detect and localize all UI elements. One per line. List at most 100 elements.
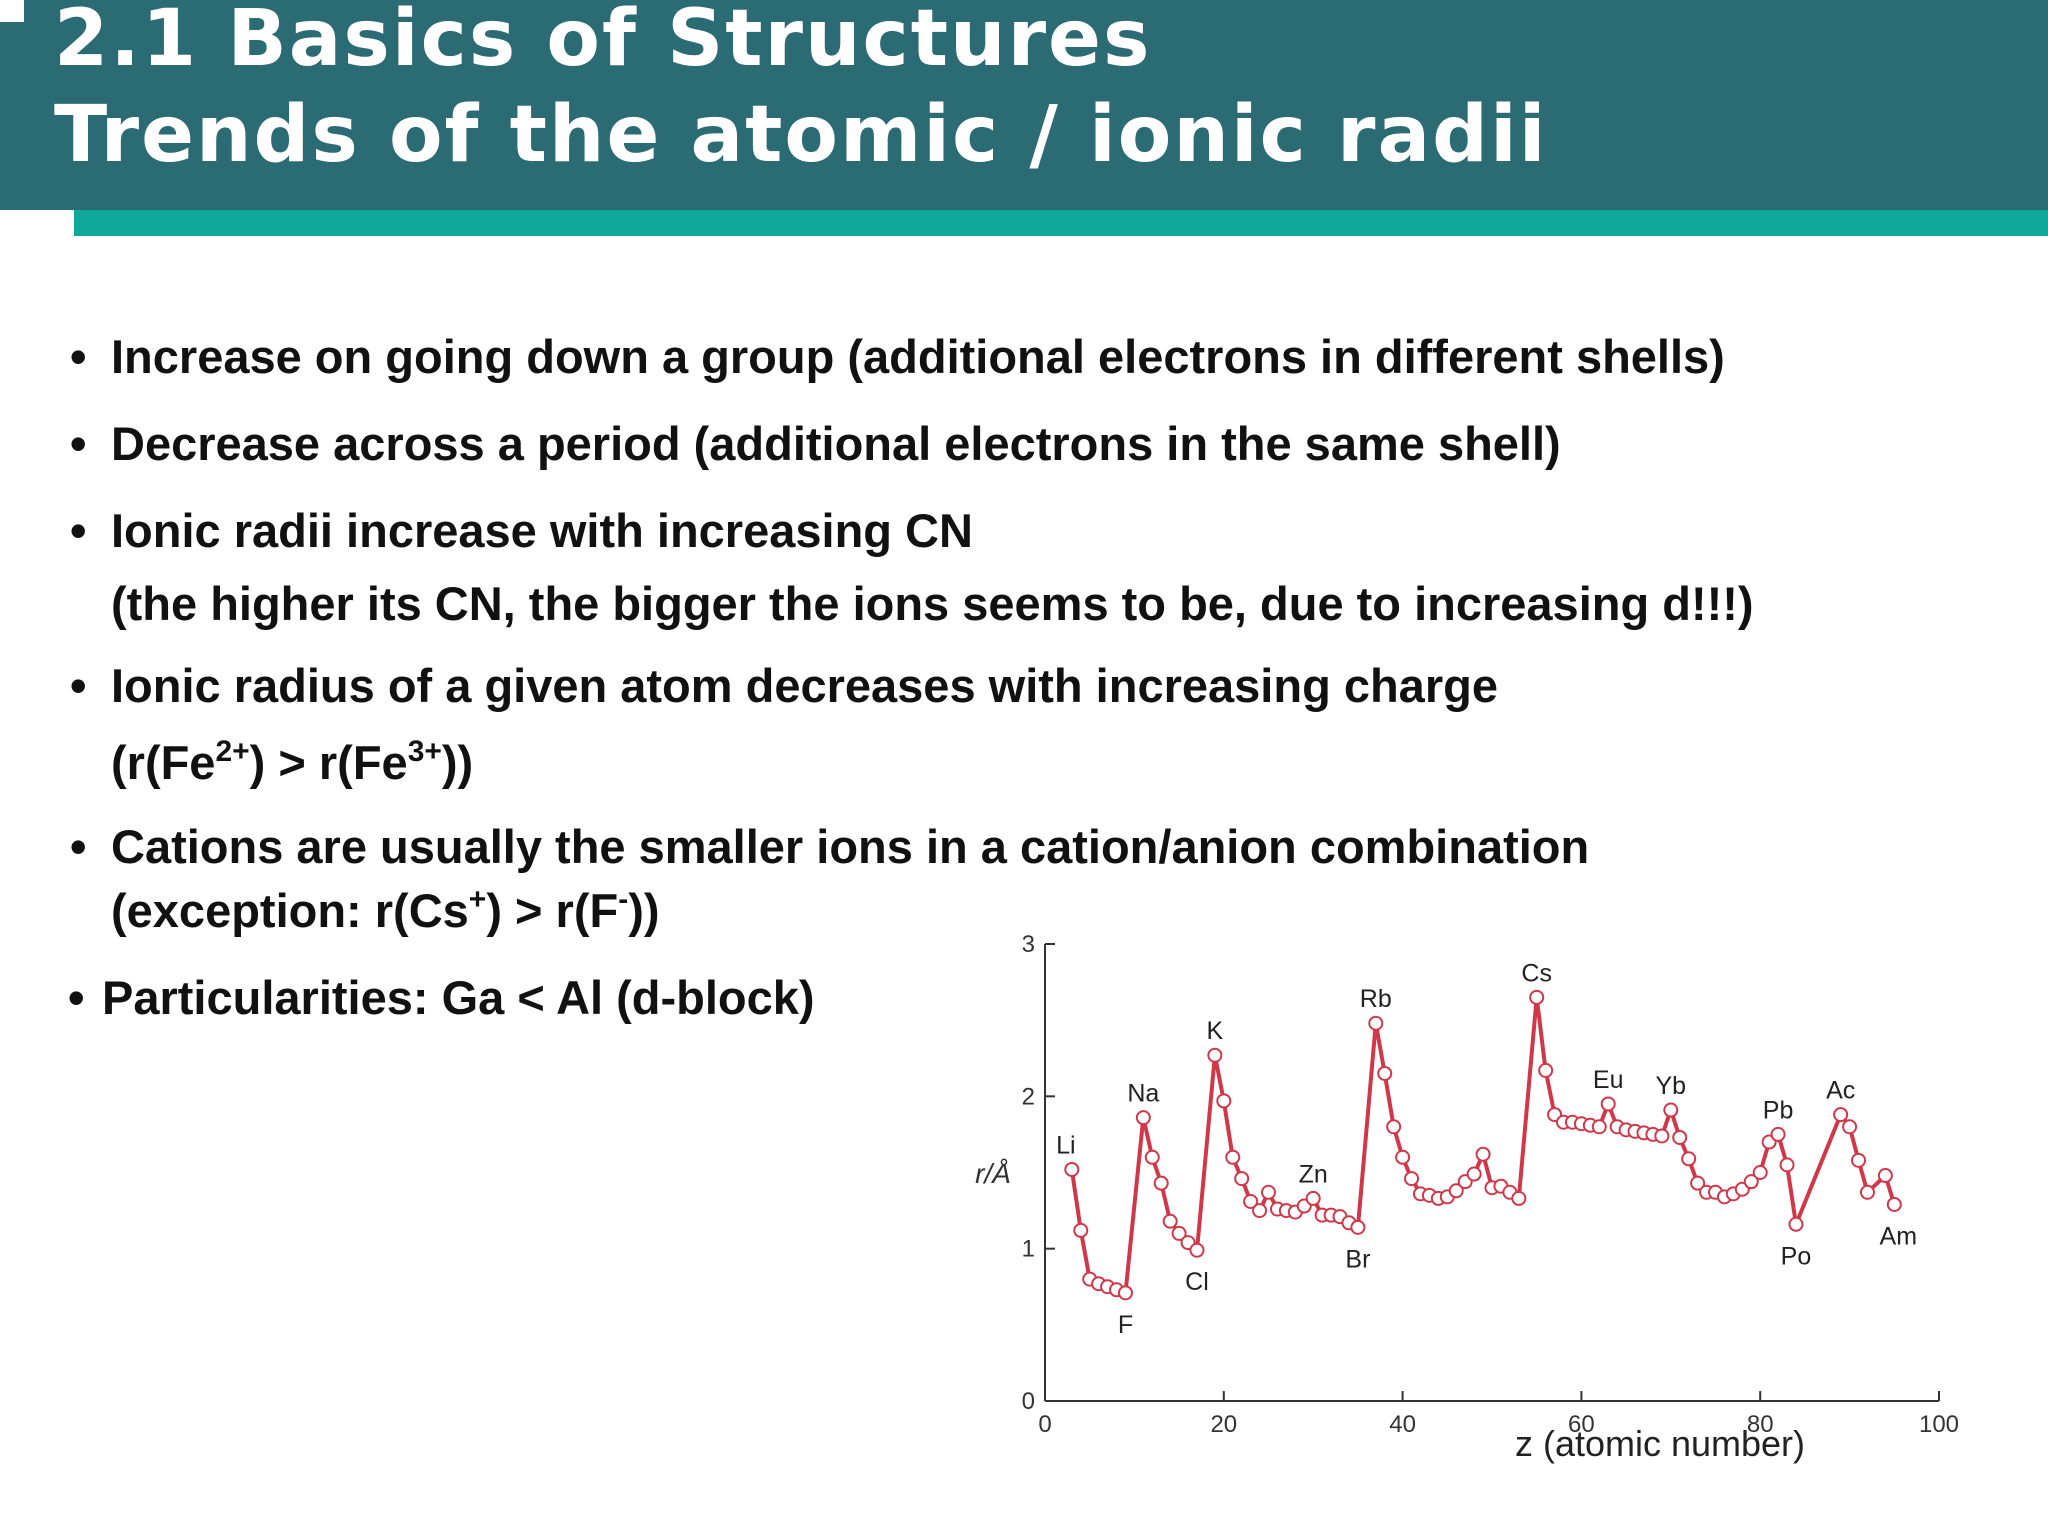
bullet-line: Increase on going down a group (addition… (111, 333, 1725, 380)
bullet-line: Cations are usually the smaller ions in … (111, 823, 1589, 870)
data-point (1234, 1171, 1250, 1187)
data-point (1770, 1126, 1786, 1142)
bullet-line: (r(Fe2+) > r(Fe3+)) (111, 736, 474, 789)
bullet-dot: • (70, 330, 87, 383)
data-point (1252, 1203, 1268, 1219)
bullet-line: Decrease across a period (additional ele… (111, 420, 1561, 467)
text-run: Cations are usually the smaller ions in … (111, 820, 1590, 873)
text-run: (the higher its CN, the bigger the ions … (111, 577, 1754, 630)
data-point (1529, 989, 1545, 1005)
bullet-dot: • (68, 971, 85, 1024)
bullet-dot: • (70, 820, 87, 873)
bullet-line: Particularities: Ga < Al (d-block) (102, 974, 815, 1021)
y-tick-label: 1 (1022, 1236, 1035, 1263)
data-point (1788, 1216, 1804, 1232)
y-tick-label: 0 (1022, 1388, 1035, 1415)
data-point (1600, 1096, 1616, 1112)
data-point (1064, 1161, 1080, 1177)
y-axis-label: r/Å (975, 1158, 1011, 1189)
data-point (1475, 1146, 1491, 1162)
bullet-dot: • (70, 659, 87, 712)
title-line: 2.1 Basics of Structures (54, 0, 1152, 84)
x-tick-label: 80 (1747, 1411, 1774, 1438)
data-point (1538, 1062, 1554, 1078)
point-label: Am (1880, 1222, 1918, 1250)
y-tick-label: 2 (1022, 1083, 1035, 1110)
data-point (1886, 1196, 1902, 1212)
x-tick-label: 100 (1919, 1411, 1959, 1438)
data-point (1752, 1165, 1768, 1180)
data-point (1216, 1093, 1232, 1109)
data-point (1877, 1168, 1893, 1184)
superscript: - (618, 883, 629, 916)
data-point (1663, 1102, 1679, 1118)
text-run: ) > r(Fe (249, 736, 408, 789)
data-point (1842, 1119, 1858, 1135)
text-run: )) (628, 884, 660, 937)
bullet-line: Ionic radius of a given atom decreases w… (111, 662, 1498, 709)
text-run: Decrease across a period (additional ele… (111, 417, 1561, 470)
header-bar (0, 0, 2048, 210)
point-label: Pb (1763, 1096, 1794, 1124)
point-label: F (1118, 1311, 1133, 1339)
bullet-dot: • (70, 417, 87, 470)
y-tick-label: 3 (1022, 931, 1035, 958)
data-point (1404, 1171, 1420, 1187)
point-label: Cs (1521, 959, 1552, 987)
data-point (1305, 1190, 1321, 1206)
data-point (1851, 1152, 1867, 1168)
point-label: K (1207, 1017, 1224, 1045)
x-tick-label: 60 (1568, 1411, 1595, 1438)
data-point (1261, 1184, 1276, 1200)
point-label: Eu (1593, 1066, 1624, 1094)
text-run: (r(Fe (111, 736, 216, 789)
point-label: Rb (1360, 985, 1392, 1013)
data-point (1859, 1184, 1875, 1200)
bullet-line: (exception: r(Cs+) > r(F-)) (111, 884, 660, 937)
data-point (1377, 1065, 1393, 1081)
superscript: 3+ (407, 735, 442, 768)
data-point (1690, 1175, 1706, 1191)
data-point (1591, 1119, 1607, 1135)
data-point (1395, 1149, 1411, 1165)
point-label: Zn (1299, 1160, 1328, 1188)
point-label: Po (1781, 1242, 1812, 1270)
point-label: Br (1345, 1245, 1370, 1273)
header-stripe (74, 210, 2048, 236)
x-tick-label: 0 (1038, 1411, 1051, 1438)
data-point (1117, 1285, 1133, 1301)
data-point (1207, 1047, 1223, 1063)
data-point (1511, 1190, 1527, 1206)
data-point (1368, 1015, 1384, 1031)
bullet-line: (the higher its CN, the bigger the ions … (111, 580, 1754, 627)
superscript: + (468, 883, 487, 916)
data-point (1243, 1193, 1259, 1209)
data-point (1153, 1175, 1169, 1191)
superscript: 2+ (215, 735, 250, 768)
text-run: )) (441, 736, 474, 789)
bullet-dot: • (70, 504, 87, 557)
x-axis-label: z (atomic number) (1515, 1423, 1805, 1464)
text-run: (exception: r(Cs (111, 884, 469, 937)
data-point (1386, 1119, 1402, 1135)
header-corner (0, 0, 24, 22)
title-line: Trends of the atomic / ionic radii (54, 90, 1548, 180)
data-point (1189, 1242, 1205, 1258)
data-point (1779, 1157, 1795, 1173)
x-tick-label: 20 (1210, 1411, 1237, 1438)
data-point (1162, 1213, 1178, 1229)
point-label: Ac (1826, 1077, 1855, 1105)
data-point (1681, 1151, 1697, 1167)
point-label: Cl (1185, 1268, 1209, 1296)
point-label: Yb (1656, 1072, 1687, 1100)
text-run: Ionic radii increase with increasing CN (111, 504, 973, 557)
data-point (1743, 1174, 1759, 1190)
data-point (1225, 1149, 1241, 1165)
data-point (1135, 1110, 1151, 1126)
text-run: Ionic radius of a given atom decreases w… (111, 659, 1498, 712)
bullet-line: Ionic radii increase with increasing CN (111, 507, 973, 554)
text-run: Particularities: Ga < Al (d-block) (102, 971, 815, 1024)
data-point (1171, 1225, 1187, 1241)
data-point (1073, 1222, 1089, 1238)
